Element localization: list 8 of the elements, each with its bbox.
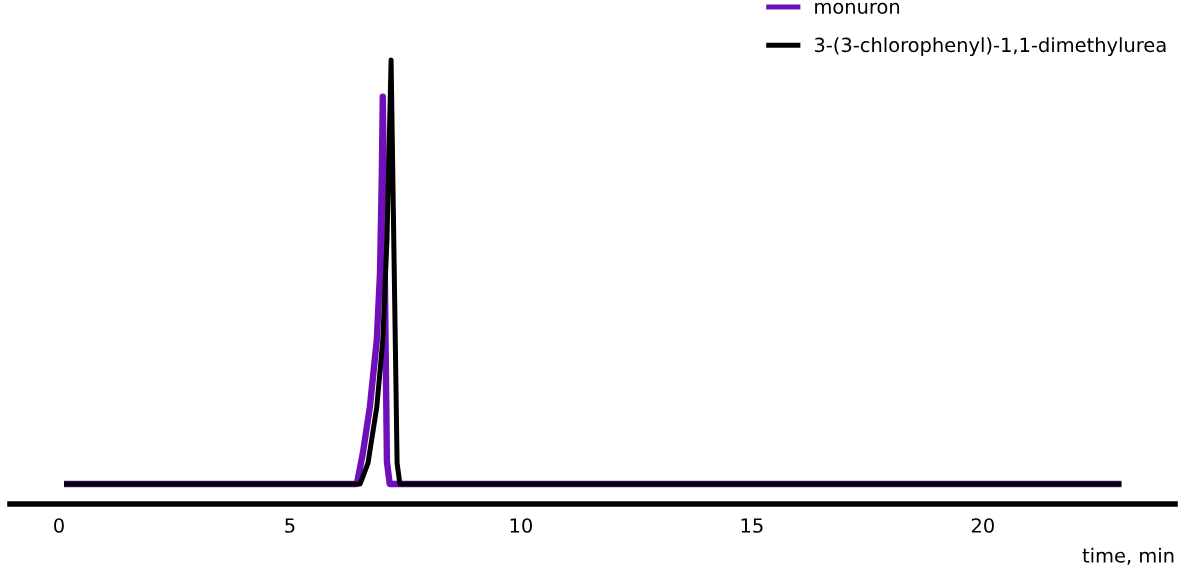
x-axis-title: time, min	[1082, 547, 1174, 565]
x-tick-label: 15	[741, 518, 763, 533]
legend-label: monuron	[815, 2, 900, 14]
x-tick-label: 10	[510, 518, 532, 533]
x-tick-label: 5	[285, 518, 295, 533]
legend-label: 3-(3-chlorophenyl)-1,1-dimethylurea	[814, 37, 1166, 56]
x-tick-label: 20	[971, 518, 994, 533]
x-tick-label: 0	[54, 518, 64, 533]
